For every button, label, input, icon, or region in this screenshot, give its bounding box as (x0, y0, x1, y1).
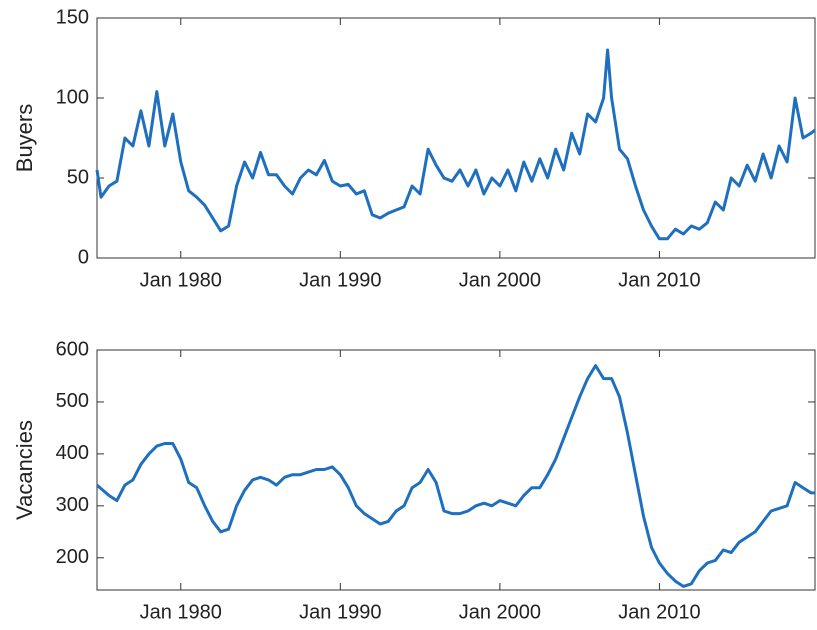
y-tick-label: 0 (78, 246, 89, 268)
plot-box (96, 349, 816, 591)
y-tick-label: 400 (56, 442, 89, 464)
x-tick-label: Jan 2000 (459, 269, 541, 291)
y-tick-label: 200 (56, 546, 89, 568)
y-tick-label: 600 (56, 338, 89, 360)
y-tick-label: 150 (56, 6, 89, 28)
x-tick-label: Jan 1980 (140, 601, 222, 623)
x-tick-label: Jan 1980 (140, 269, 222, 291)
data-line (95, 48, 816, 241)
plot-box (96, 17, 816, 259)
data-line (96, 364, 815, 588)
x-tick-label: Jan 2010 (618, 601, 700, 623)
y-tick-label: 300 (56, 494, 89, 516)
y-axis-label: Buyers (12, 104, 37, 172)
y-tick-label: 100 (56, 86, 89, 108)
x-tick-label: Jan 2000 (459, 601, 541, 623)
x-tick-label: Jan 1990 (299, 269, 381, 291)
x-tick-label: Jan 2010 (618, 269, 700, 291)
x-tick-label: Jan 1990 (299, 601, 381, 623)
y-axis-label: Vacancies (12, 420, 37, 520)
y-tick-label: 50 (67, 166, 89, 188)
y-tick-label: 500 (56, 390, 89, 412)
